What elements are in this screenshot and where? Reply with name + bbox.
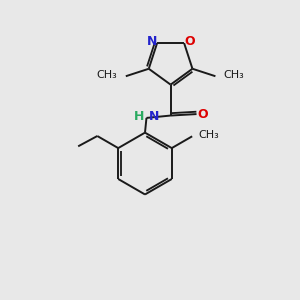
Text: N: N: [149, 110, 159, 123]
Text: O: O: [198, 108, 208, 121]
Text: O: O: [184, 35, 195, 48]
Text: H: H: [134, 110, 144, 123]
Text: N: N: [147, 35, 157, 48]
Text: CH₃: CH₃: [199, 130, 219, 140]
Text: CH₃: CH₃: [224, 70, 244, 80]
Text: CH₃: CH₃: [97, 70, 118, 80]
